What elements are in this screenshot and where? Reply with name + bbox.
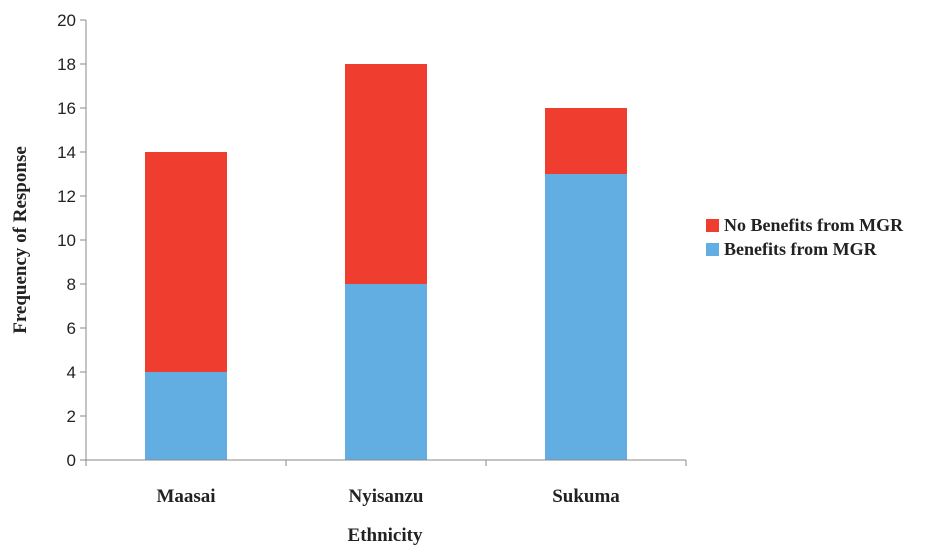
axes-group [80,19,687,466]
y-tick-label: 14 [57,143,76,162]
bar-sukuma-series-0 [545,174,627,460]
y-tick-label: 20 [57,11,76,30]
bar-maasai-series-1 [145,152,227,372]
bar-sukuma-series-1 [545,108,627,174]
y-tick-label: 10 [57,231,76,250]
y-tick-label: 2 [67,407,76,426]
y-tick-label: 18 [57,55,76,74]
y-tick-label: 12 [57,187,76,206]
bars-group [145,64,627,460]
x-tick-labels: Maasai Nyisanzu Sukuma [156,486,620,507]
y-tick-label: 8 [67,275,76,294]
legend-label: No Benefits from MGR [724,215,904,235]
y-axis-title: Frequency of Response [10,146,31,334]
legend: No Benefits from MGR Benefits from MGR [706,215,904,259]
legend-swatch [706,243,719,256]
x-axis-title: Ethnicity [348,525,423,546]
bar-maasai-series-0 [145,372,227,460]
bar-nyisanzu-series-1 [345,64,427,284]
x-tick-label-maasai: Maasai [156,486,215,507]
bar-nyisanzu-series-0 [345,284,427,460]
x-tick-label-sukuma: Sukuma [552,486,620,507]
y-tick-labels: 0 2 4 6 8 10 12 14 16 18 20 [57,11,76,470]
y-tick-label: 6 [67,319,76,338]
y-tick-label: 16 [57,99,76,118]
legend-swatch [706,219,719,232]
y-tick-label: 0 [67,451,76,470]
y-tick-label: 4 [67,363,76,382]
legend-label: Benefits from MGR [724,239,878,259]
x-tick-label-nyisanzu: Nyisanzu [349,486,424,507]
